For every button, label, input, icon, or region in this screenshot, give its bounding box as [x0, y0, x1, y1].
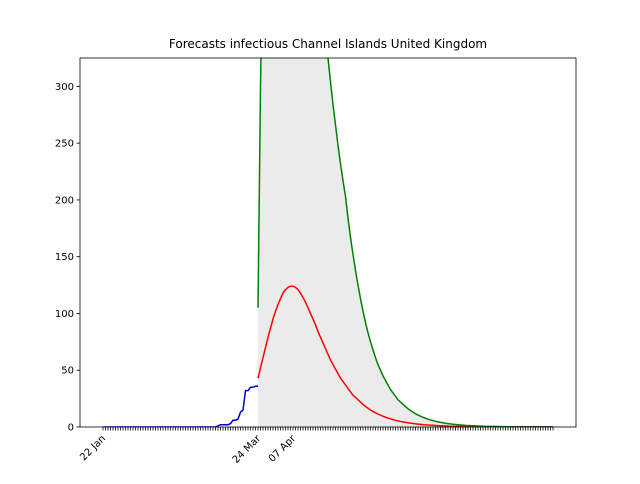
y-tick-label: 150: [55, 252, 74, 263]
chart-title: Forecasts infectious Channel Islands Uni…: [169, 37, 487, 51]
y-tick-label: 200: [55, 195, 74, 206]
y-tick-label: 100: [55, 309, 74, 320]
y-tick-label: 250: [55, 139, 74, 150]
y-tick-label: 0: [68, 423, 74, 434]
y-tick-label: 300: [55, 82, 74, 93]
x-tick-label: 07 Apr: [267, 433, 299, 465]
x-tick-label: 22 Jan: [78, 433, 108, 463]
x-tick-label: 24 Mar: [231, 433, 264, 466]
series-line: [103, 385, 258, 427]
band-area: [258, 58, 553, 427]
plot-area: [103, 58, 553, 427]
y-tick-label: 50: [61, 366, 74, 377]
